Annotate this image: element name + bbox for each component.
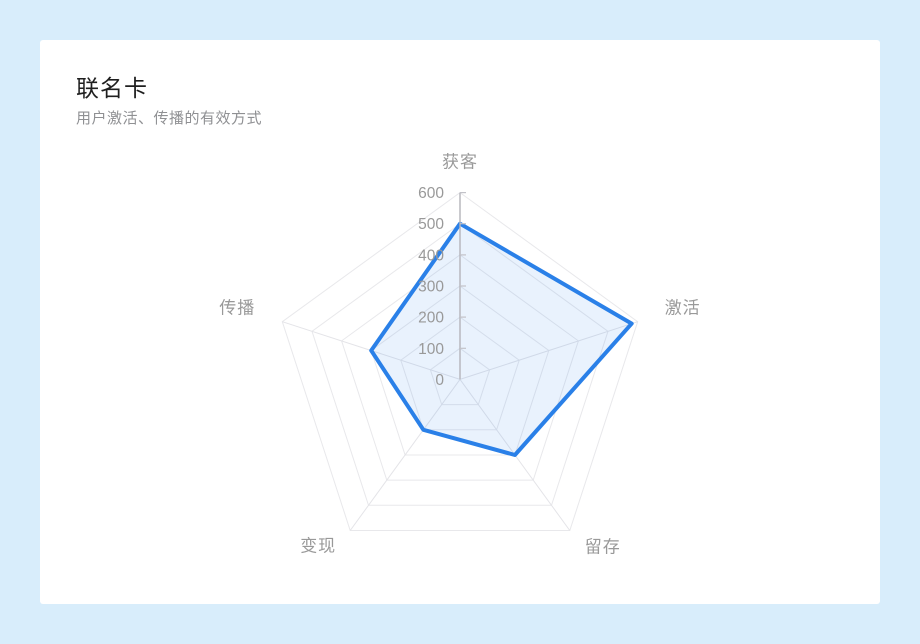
radar-grid-ring [281, 191, 639, 531]
radar-data-area [371, 223, 632, 455]
axis-name-label-1: 激活 [665, 299, 701, 318]
axis-tick-label: 200 [418, 310, 444, 327]
radar-grid-ring [429, 347, 491, 406]
radar-grid-ring [400, 316, 520, 431]
axis-tick-label: 600 [418, 185, 444, 202]
axis-tick-label: 100 [418, 341, 444, 358]
radar-spoke [349, 379, 461, 531]
radar-grid-ring [370, 285, 550, 456]
radar-data-line [369, 221, 634, 457]
chart-card: 联名卡 用户激活、传播的有效方式 0 100 200 300 400 500 600 获客激活… [40, 40, 880, 604]
axis-tick-label: 400 [418, 247, 444, 264]
axis-name-label-2: 留存 [585, 538, 621, 557]
axis-name-label-0: 获客 [442, 153, 478, 172]
radar-grid-ring [311, 223, 609, 506]
card-title: 联名卡 [76, 75, 148, 101]
axis-tick-label: 0 [435, 372, 444, 389]
radar-grid-ring [341, 254, 579, 481]
axis-tick-label: 500 [418, 216, 444, 233]
radar-spoke [459, 321, 638, 380]
card-subtitle: 用户激活、传播的有效方式 [76, 110, 263, 127]
axis-name-label-3: 变现 [300, 537, 336, 556]
card-header: 联名卡 用户激活、传播的有效方式 [76, 73, 262, 128]
axis-name-label-4: 传播 [219, 299, 255, 318]
axis-tick-label: 300 [418, 279, 444, 296]
